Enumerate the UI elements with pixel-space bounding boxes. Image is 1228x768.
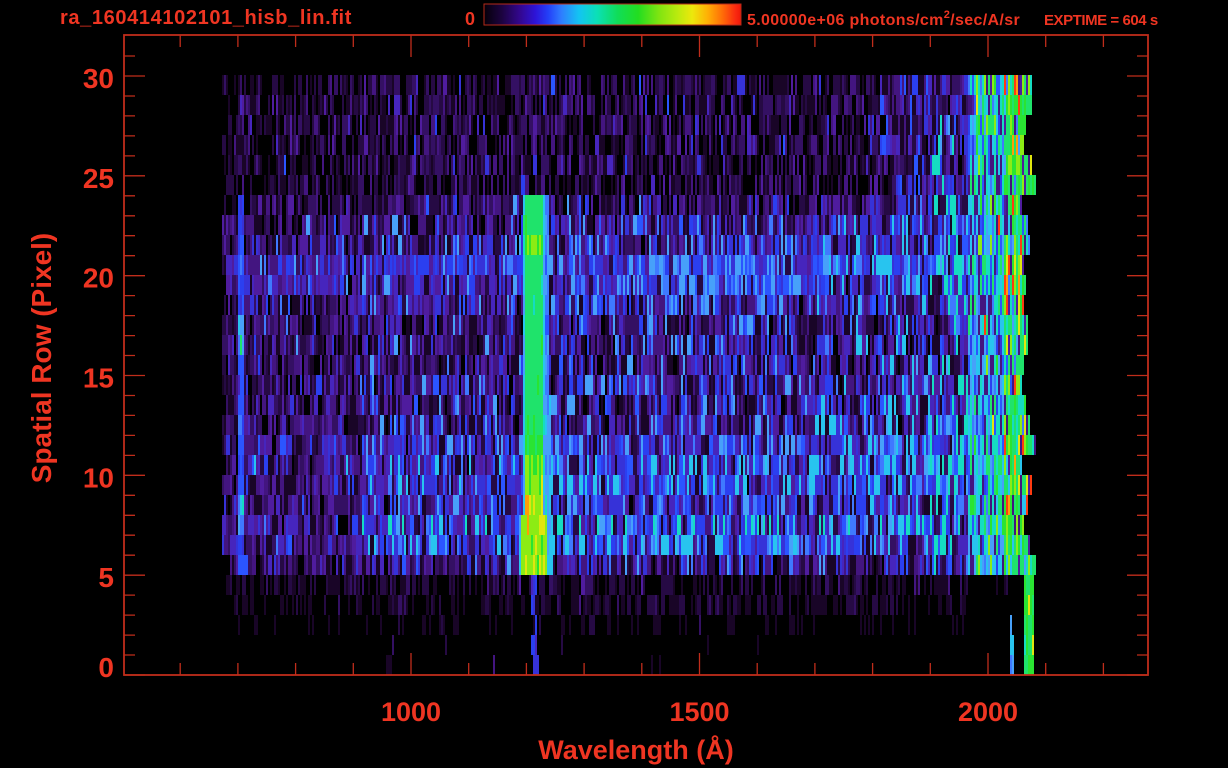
svg-text:5: 5 bbox=[98, 562, 114, 593]
svg-text:ra_160414102101_hisb_lin.fit: ra_160414102101_hisb_lin.fit bbox=[60, 7, 352, 29]
svg-text:Spatial Row (Pixel): Spatial Row (Pixel) bbox=[26, 233, 57, 484]
svg-text:25: 25 bbox=[83, 163, 114, 194]
svg-text:2000: 2000 bbox=[958, 697, 1018, 727]
svg-text:0: 0 bbox=[465, 9, 475, 29]
svg-text:1000: 1000 bbox=[381, 697, 441, 727]
svg-text:5.00000e+06 photons/cm2/sec/A/: 5.00000e+06 photons/cm2/sec/A/sr bbox=[747, 9, 1020, 29]
svg-text:Wavelength (Å): Wavelength (Å) bbox=[538, 734, 734, 765]
svg-text:0: 0 bbox=[98, 652, 114, 683]
svg-text:30: 30 bbox=[83, 63, 114, 94]
svg-text:10: 10 bbox=[83, 462, 114, 493]
svg-text:15: 15 bbox=[83, 362, 114, 393]
svg-text:20: 20 bbox=[83, 263, 114, 294]
svg-text:EXPTIME = 604 s: EXPTIME = 604 s bbox=[1044, 12, 1158, 29]
svg-text:1500: 1500 bbox=[669, 697, 729, 727]
